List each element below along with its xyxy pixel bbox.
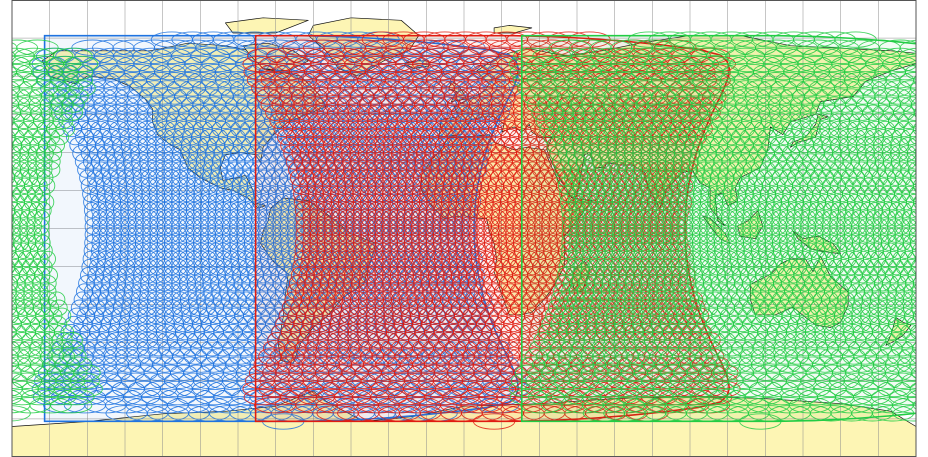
land-sumatra (702, 215, 731, 245)
beam-spot (478, 348, 502, 365)
land-svalbard (493, 25, 533, 34)
beam-spot (459, 250, 476, 268)
beam-spot (458, 283, 476, 300)
coverage-layer (12, 31, 916, 430)
land-ellesmere (225, 17, 309, 34)
beam-spot (466, 283, 484, 300)
beam-spot (489, 348, 514, 365)
